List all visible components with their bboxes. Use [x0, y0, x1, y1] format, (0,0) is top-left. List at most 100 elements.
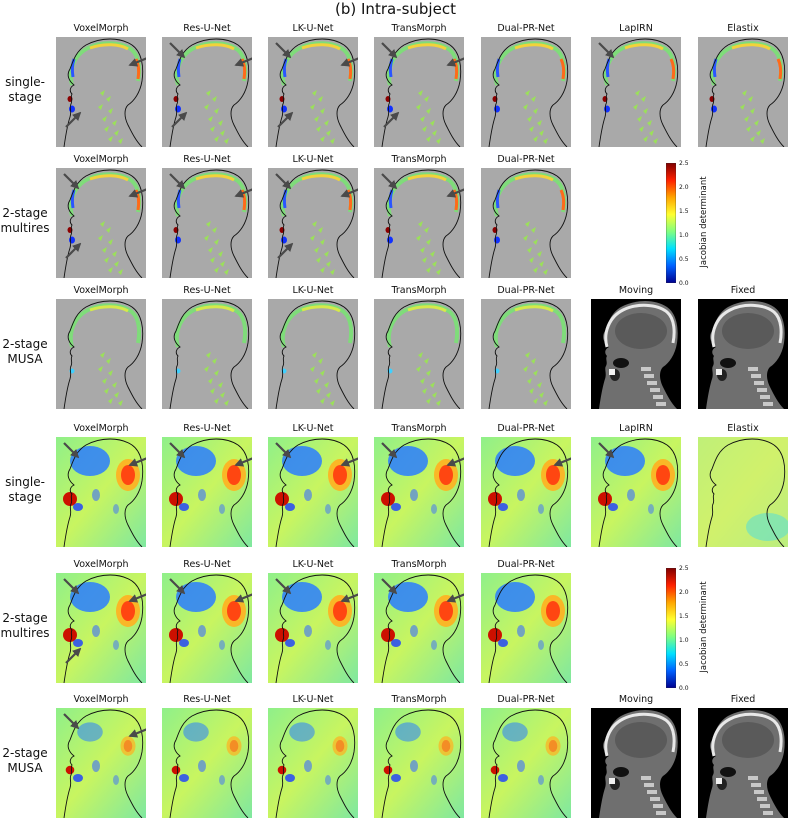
panel-res-u-net: Res-U-Net [162, 423, 252, 547]
panel-title: Dual-PR-Net [497, 285, 555, 296]
panel-image [698, 37, 788, 147]
panel-res-u-net: Res-U-Net [162, 23, 252, 147]
annotation-arrow [169, 173, 186, 190]
panel-title: Res-U-Net [183, 23, 231, 34]
panel-voxelmorph: VoxelMorph [56, 23, 146, 147]
panel-title: VoxelMorph [73, 154, 129, 165]
panel-title: Fixed [730, 285, 756, 296]
panel-image [56, 168, 146, 278]
colorbar-tick: 2.0 [679, 184, 689, 191]
panel-lk-u-net: LK-U-Net [268, 154, 358, 278]
panel-title: Dual-PR-Net [497, 559, 555, 570]
annotation-arrow [63, 578, 80, 595]
annotation-arrow [277, 242, 294, 259]
panel-dual-pr-net: Dual-PR-Net [481, 154, 571, 278]
panel-image [481, 299, 571, 409]
panel-background [162, 708, 252, 818]
panel-voxelmorph: VoxelMorph [56, 154, 146, 278]
panel-image [162, 437, 252, 547]
panel-background [374, 37, 464, 147]
panel-transmorph: TransMorph [374, 559, 464, 683]
panel-image [591, 437, 681, 547]
head-outline [381, 300, 462, 409]
panel-lapirn: LapIRN [591, 23, 681, 147]
panel-background [374, 299, 464, 409]
panel-image [374, 299, 464, 409]
panel-voxelmorph: VoxelMorph [56, 423, 146, 547]
row-label: single- stage [5, 475, 45, 504]
panel-image [591, 708, 681, 818]
panel-lapirn: LapIRN [591, 423, 681, 547]
panel-dual-pr-net: Dual-PR-Net [481, 285, 571, 409]
panel-title: Res-U-Net [183, 285, 231, 296]
panel-transmorph: TransMorph [374, 423, 464, 547]
annotation-arrow [446, 57, 464, 67]
panel-title: LK-U-Net [292, 423, 334, 434]
panel-title: Res-U-Net [183, 423, 231, 434]
panel-moving: Moving [591, 285, 681, 409]
annotation-arrow [63, 442, 80, 459]
head-outline [169, 709, 250, 818]
head-outline [275, 300, 356, 409]
panel-background [56, 299, 146, 409]
colorbar: 2.5 2.0 1.5 1.0 0.5 0.0 Jacobian determinant [664, 565, 744, 696]
panel-title: Moving [618, 694, 654, 705]
panel-image [374, 437, 464, 547]
colorbar-gradient [666, 568, 676, 688]
annotation-arrow [275, 42, 292, 59]
panel-image [698, 708, 788, 818]
head-outline [488, 709, 569, 818]
annotation-arrow [275, 173, 292, 190]
panel-image [56, 437, 146, 547]
annotation-arrow [446, 593, 464, 603]
panel-title: Res-U-Net [183, 694, 231, 705]
panel-title: TransMorph [391, 154, 447, 165]
panel-transmorph: TransMorph [374, 154, 464, 278]
head-outline [381, 709, 462, 818]
annotation-arrow [128, 457, 146, 467]
panel-dual-pr-net: Dual-PR-Net [481, 423, 571, 547]
panel-title: LK-U-Net [292, 559, 334, 570]
panel-res-u-net: Res-U-Net [162, 285, 252, 409]
annotation-arrow [171, 111, 188, 128]
panel-title: TransMorph [391, 23, 447, 34]
panel-title: LK-U-Net [292, 23, 334, 34]
panel-title: LapIRN [619, 423, 653, 434]
colorbar-gradient [666, 163, 676, 283]
annotation-arrow [275, 578, 292, 595]
colorbar-tick: 0.5 [679, 661, 689, 668]
annotation-arrow [381, 42, 398, 59]
panel-dual-pr-net: Dual-PR-Net [481, 694, 571, 818]
panel-res-u-net: Res-U-Net [162, 154, 252, 278]
row-label: 2-stage multires [0, 206, 50, 235]
annotation-arrow [340, 57, 358, 67]
annotation-arrow [63, 173, 80, 190]
panel-voxelmorph: VoxelMorph [56, 285, 146, 409]
panel-image [481, 37, 571, 147]
panel-transmorph: TransMorph [374, 23, 464, 147]
panel-background [374, 708, 464, 818]
panel-title: VoxelMorph [73, 423, 129, 434]
annotation-arrow [553, 457, 571, 467]
colorbar-tick: 1.5 [679, 208, 689, 215]
panel-dual-pr-net: Dual-PR-Net [481, 559, 571, 683]
panel-image [481, 168, 571, 278]
annotation-arrow [340, 593, 358, 603]
panel-background [268, 37, 358, 147]
panel-title: VoxelMorph [73, 285, 129, 296]
panel-moving: Moving [591, 694, 681, 818]
head-outline [488, 574, 569, 683]
annotation-arrow [234, 188, 252, 198]
panel-voxelmorph: VoxelMorph [56, 559, 146, 683]
panel-dual-pr-net: Dual-PR-Net [481, 23, 571, 147]
panel-title: Elastix [727, 23, 759, 34]
panel-title: LapIRN [619, 23, 653, 34]
panel-title: Res-U-Net [183, 559, 231, 570]
panel-voxelmorph: VoxelMorph [56, 694, 146, 818]
panel-lk-u-net: LK-U-Net [268, 694, 358, 818]
panel-image [698, 437, 788, 547]
panel-res-u-net: Res-U-Net [162, 559, 252, 683]
annotation-arrow [65, 111, 82, 128]
figure-title: (b) Intra-subject [335, 0, 456, 18]
annotation-arrow [277, 111, 294, 128]
